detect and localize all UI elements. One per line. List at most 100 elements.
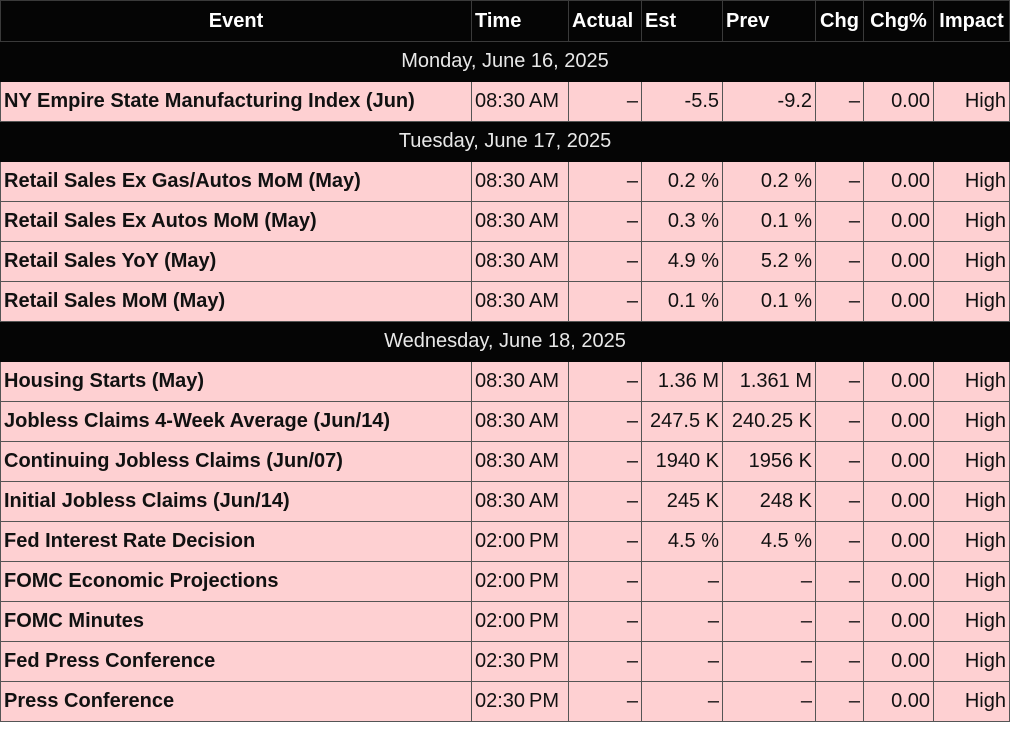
column-header-actual[interactable]: Actual [568,0,642,42]
column-header-prev[interactable]: Prev [722,0,816,42]
day-group-header: Tuesday, June 17, 2025 [0,121,1010,162]
event-name-cell: FOMC Minutes [0,601,472,642]
event-name-cell: Housing Starts (May) [0,361,472,402]
table-row[interactable]: Initial Jobless Claims (Jun/14) 08:30 AM –… [0,481,1010,522]
prev-cell: 4.5 % [722,521,816,562]
table-row[interactable]: Jobless Claims 4-Week Average (Jun/14) 08… [0,401,1010,442]
chg-pct-cell: 0.00 [863,241,934,282]
column-header-impact[interactable]: Impact [933,0,1010,42]
event-name-cell: Retail Sales Ex Autos MoM (May) [0,201,472,242]
actual-cell: – [568,481,642,522]
est-cell: 245 K [641,481,723,522]
table-row[interactable]: Fed Press Conference 02:30 PM – – – –0.00 High [0,641,1010,682]
table-row[interactable]: Housing Starts (May) 08:30 AM –1.36 M 1.361… [0,361,1010,402]
chg-pct-cell: 0.00 [863,681,934,722]
impact-cell: High [933,681,1010,722]
time-cell: 02:30 PM [471,641,569,682]
chg-cell: – [815,161,864,202]
impact-cell: High [933,441,1010,482]
event-name-cell: Retail Sales YoY (May) [0,241,472,282]
prev-cell: 240.25 K [722,401,816,442]
table-body: Monday, June 16, 2025 NY Empire State Man… [0,41,1010,722]
column-header-est[interactable]: Est [641,0,723,42]
actual-cell: – [568,161,642,202]
actual-cell: – [568,441,642,482]
impact-cell: High [933,481,1010,522]
header-row: Event Time Actual Est Prev Chg Chg% Impa… [0,0,1010,42]
chg-pct-cell: 0.00 [863,441,934,482]
table-row[interactable]: Fed Interest Rate Decision 02:00 PM –4.5 %… [0,521,1010,562]
chg-cell: – [815,641,864,682]
prev-cell: 0.1 % [722,201,816,242]
chg-pct-cell: 0.00 [863,201,934,242]
actual-cell: – [568,81,642,122]
chg-cell: – [815,681,864,722]
est-cell: 0.2 % [641,161,723,202]
actual-cell: – [568,561,642,602]
est-cell: 0.1 % [641,281,723,322]
column-header-chg[interactable]: Chg [815,0,864,42]
chg-cell: – [815,521,864,562]
table-row[interactable]: Retail Sales YoY (May) 08:30 AM –4.9 % 5.2 … [0,241,1010,282]
column-header-time[interactable]: Time [471,0,569,42]
chg-cell: – [815,481,864,522]
table-header: Event Time Actual Est Prev Chg Chg% Impa… [0,0,1010,42]
event-name-cell: NY Empire State Manufacturing Index (Jun… [0,81,472,122]
chg-pct-cell: 0.00 [863,361,934,402]
est-cell: – [641,601,723,642]
time-cell: 08:30 AM [471,401,569,442]
table-row[interactable]: NY Empire State Manufacturing Index (Jun… [0,81,1010,122]
chg-pct-cell: 0.00 [863,281,934,322]
time-cell: 08:30 AM [471,481,569,522]
impact-cell: High [933,641,1010,682]
actual-cell: – [568,601,642,642]
chg-cell: – [815,441,864,482]
event-name-cell: Initial Jobless Claims (Jun/14) [0,481,472,522]
chg-pct-cell: 0.00 [863,401,934,442]
time-cell: 02:30 PM [471,681,569,722]
chg-cell: – [815,281,864,322]
chg-cell: – [815,241,864,282]
est-cell: -5.5 [641,81,723,122]
event-name-cell: Jobless Claims 4-Week Average (Jun/14) [0,401,472,442]
prev-cell: – [722,561,816,602]
prev-cell: 1956 K [722,441,816,482]
event-name-cell: Continuing Jobless Claims (Jun/07) [0,441,472,482]
chg-pct-cell: 0.00 [863,81,934,122]
chg-cell: – [815,81,864,122]
impact-cell: High [933,401,1010,442]
prev-cell: – [722,601,816,642]
event-name-cell: Retail Sales MoM (May) [0,281,472,322]
time-cell: 02:00 PM [471,561,569,602]
prev-cell: 248 K [722,481,816,522]
table-row[interactable]: Retail Sales Ex Gas/Autos MoM (May) 08:30… [0,161,1010,202]
column-header-event[interactable]: Event [0,0,472,42]
event-name-cell: Press Conference [0,681,472,722]
actual-cell: – [568,521,642,562]
table-row[interactable]: FOMC Minutes 02:00 PM – – – –0.00 High [0,601,1010,642]
table-row[interactable]: Retail Sales MoM (May) 08:30 AM –0.1 % 0.1 … [0,281,1010,322]
actual-cell: – [568,361,642,402]
event-name-cell: Fed Press Conference [0,641,472,682]
est-cell: 0.3 % [641,201,723,242]
time-cell: 08:30 AM [471,161,569,202]
table-row[interactable]: Continuing Jobless Claims (Jun/07) 08:30 … [0,441,1010,482]
table-row[interactable]: FOMC Economic Projections 02:00 PM – – – –0.0… [0,561,1010,602]
prev-cell: 0.1 % [722,281,816,322]
time-cell: 08:30 AM [471,281,569,322]
chg-cell: – [815,601,864,642]
est-cell: 1940 K [641,441,723,482]
event-name-cell: Retail Sales Ex Gas/Autos MoM (May) [0,161,472,202]
est-cell: – [641,561,723,602]
day-date-label: Wednesday, June 18, 2025 [0,321,1010,362]
actual-cell: – [568,641,642,682]
table-row[interactable]: Press Conference 02:30 PM – – – –0.00 High [0,681,1010,722]
event-name-cell: FOMC Economic Projections [0,561,472,602]
column-header-chg-pct[interactable]: Chg% [863,0,934,42]
table-row[interactable]: Retail Sales Ex Autos MoM (May) 08:30 AM –… [0,201,1010,242]
impact-cell: High [933,601,1010,642]
chg-pct-cell: 0.00 [863,161,934,202]
est-cell: – [641,681,723,722]
time-cell: 08:30 AM [471,81,569,122]
chg-pct-cell: 0.00 [863,521,934,562]
